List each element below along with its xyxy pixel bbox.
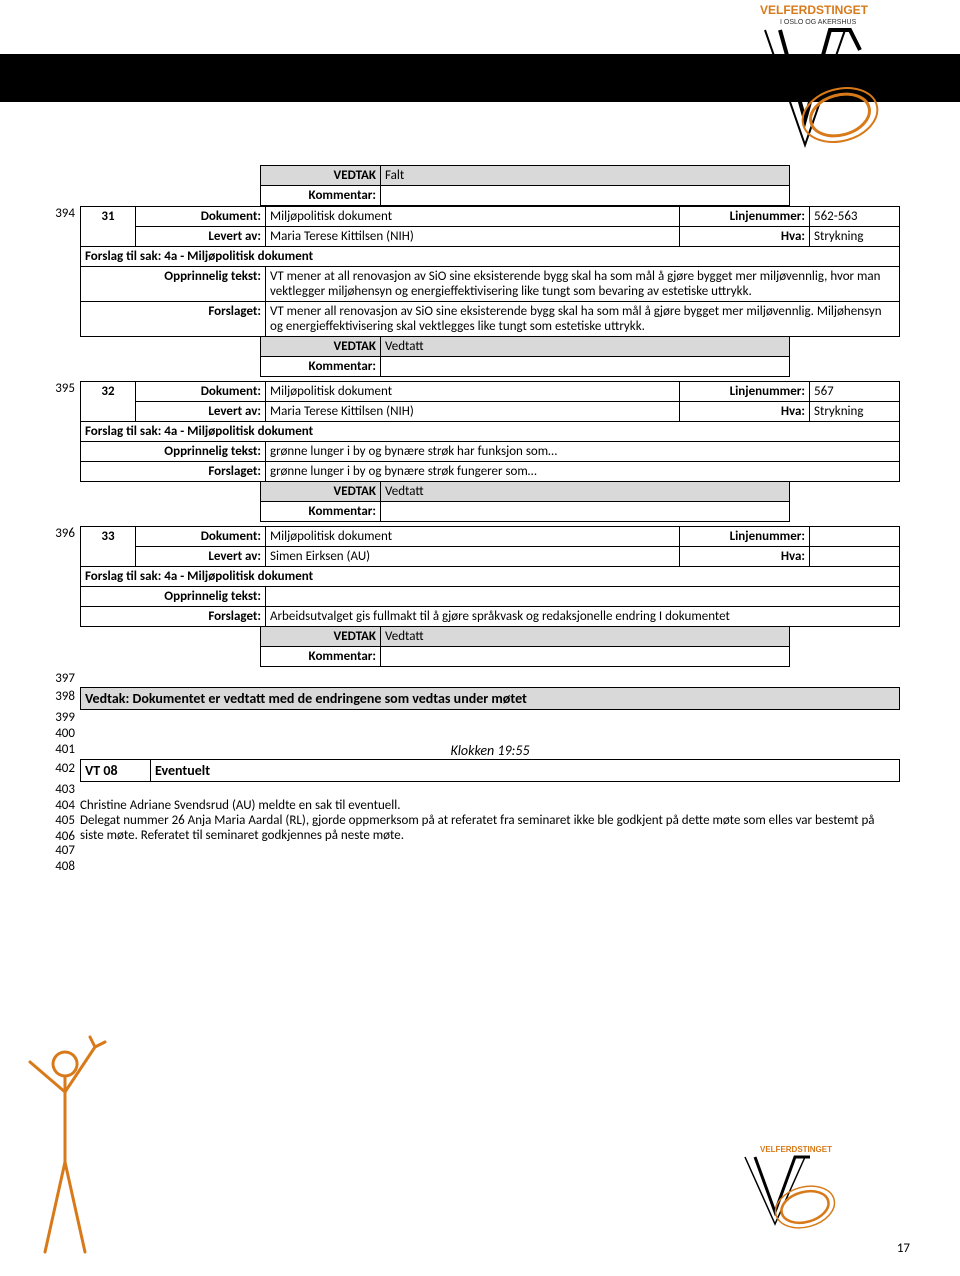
forslaget-label: Forslaget: xyxy=(81,302,266,337)
line-number: 403 xyxy=(45,782,75,797)
linje-value: 562-563 xyxy=(810,207,900,227)
line-number: 396 xyxy=(45,526,75,541)
line-number: 405 xyxy=(45,813,75,828)
line-number: 404 xyxy=(45,798,75,813)
line-number: 394 xyxy=(45,206,75,221)
line-number: 399 xyxy=(45,710,75,725)
line-number: 406 xyxy=(45,829,75,844)
final-vedtak: Vedtak: Dokumentet er vedtatt med de end… xyxy=(80,687,900,710)
vedtak-value: Falt xyxy=(381,166,790,186)
main-content: VEDTAK Falt Kommentar: 394 31 Dokument: … xyxy=(80,165,900,875)
line-number: 395 xyxy=(45,381,75,396)
forslag-sak: Forslag til sak: 4a - Miljøpolitisk doku… xyxy=(81,247,900,267)
kommentar-value xyxy=(381,186,790,206)
hva-value: Strykning xyxy=(810,227,900,247)
dokument-value: Miljøpolitisk dokument xyxy=(266,207,680,227)
hva-label: Hva: xyxy=(680,227,810,247)
line-number: 401 xyxy=(45,742,75,757)
forslaget-value: VT mener all renovasjon av SiO sine eksi… xyxy=(266,302,900,337)
line-number: 397 xyxy=(45,671,75,686)
dokument-label: Dokument: xyxy=(136,207,266,227)
line-number: 400 xyxy=(45,726,75,741)
levert-value: Maria Terese Kittilsen (NIH) xyxy=(266,227,680,247)
svg-text:VELFERDSTINGET: VELFERDSTINGET xyxy=(760,1145,832,1154)
vt-title: Eventuelt xyxy=(151,760,900,782)
line-number: 402 xyxy=(45,761,75,776)
vedtak-label: VEDTAK xyxy=(261,166,381,186)
logo-bottom: VELFERDSTINGET xyxy=(720,1142,870,1236)
svg-text:I OSLO OG AKERSHUS: I OSLO OG AKERSHUS xyxy=(780,19,857,26)
opprinnelig-value: VT mener at all renovasjon av SiO sine e… xyxy=(266,267,900,302)
opprinnelig-label: Opprinnelig tekst: xyxy=(81,267,266,302)
line-number: 408 xyxy=(45,859,75,874)
body-para-1: Christine Adriane Svendsrud (AU) meldte … xyxy=(80,798,900,813)
proposal-31: 31 Dokument: Miljøpolitisk dokument Linj… xyxy=(80,206,900,337)
top-vedtak-table: VEDTAK Falt Kommentar: xyxy=(260,165,790,206)
proposal-33: 33 Dokument: Miljøpolitisk dokument Linj… xyxy=(80,526,900,627)
linje-label: Linjenummer: xyxy=(680,207,810,227)
body-para-2: Delegat nummer 26 Anja Maria Aardal (RL)… xyxy=(80,813,900,843)
proposal-number: 31 xyxy=(81,207,136,247)
kommentar-label: Kommentar: xyxy=(261,186,381,206)
vedtak-32: VEDTAK Vedtatt Kommentar: xyxy=(260,481,790,522)
figure-icon xyxy=(10,1032,130,1276)
vt08-row: VT 08 Eventuelt xyxy=(80,759,900,782)
vedtak-33: VEDTAK Vedtatt Kommentar: xyxy=(260,626,790,667)
levert-label: Levert av: xyxy=(136,227,266,247)
brand-text: VELFERDSTINGET xyxy=(760,3,869,17)
vt-code: VT 08 xyxy=(81,760,151,782)
proposal-32: 32 Dokument: Miljøpolitisk dokument Linj… xyxy=(80,381,900,482)
time-text: Klokken 19:55 xyxy=(80,742,900,759)
page-number: 17 xyxy=(897,1241,910,1256)
line-number: 407 xyxy=(45,843,75,858)
vedtak-31: VEDTAK Vedtatt Kommentar: xyxy=(260,336,790,377)
logo-top: VELFERDSTINGET I OSLO OG AKERSHUS xyxy=(730,0,890,170)
line-number: 398 xyxy=(45,689,75,704)
